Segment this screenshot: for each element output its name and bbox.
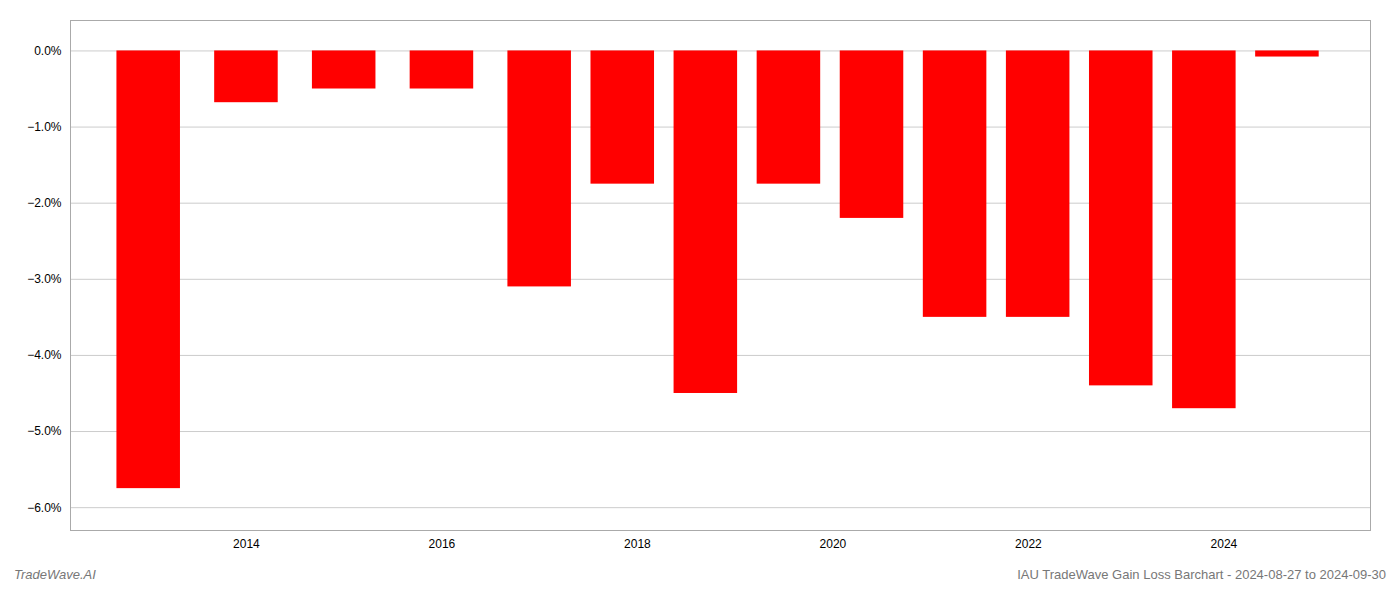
svg-text:−5.0%: −5.0% [27, 424, 62, 438]
svg-text:2024: 2024 [1211, 537, 1238, 551]
svg-text:2016: 2016 [429, 537, 456, 551]
svg-text:2018: 2018 [624, 537, 651, 551]
svg-text:−2.0%: −2.0% [27, 196, 62, 210]
svg-text:−1.0%: −1.0% [27, 120, 62, 134]
svg-text:2020: 2020 [820, 537, 847, 551]
html-text:TradeWave.AI: TradeWave.AI [14, 567, 96, 582]
html-text:IAU TradeWave Gain Loss Barcha: IAU TradeWave Gain Loss Barchart - 2024-… [1017, 567, 1386, 582]
svg-text:−3.0%: −3.0% [27, 272, 62, 286]
svg-text:2022: 2022 [1015, 537, 1042, 551]
svg-text:−6.0%: −6.0% [27, 501, 62, 515]
svg-text:2014: 2014 [233, 537, 260, 551]
svg-text:−4.0%: −4.0% [27, 348, 62, 362]
svg-text:0.0%: 0.0% [34, 44, 62, 58]
